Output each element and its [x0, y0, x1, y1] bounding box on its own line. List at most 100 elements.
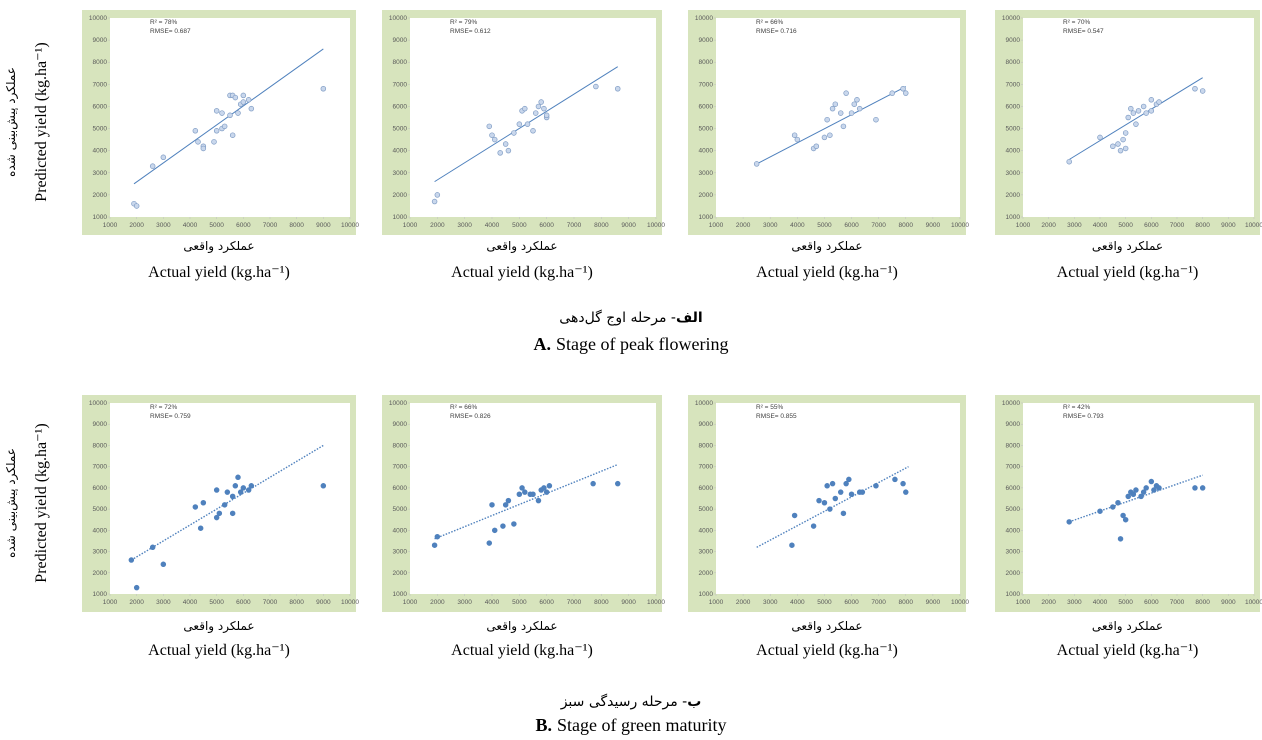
- x-tick-label: 7000: [263, 599, 278, 606]
- data-point: [245, 487, 252, 493]
- data-point: [791, 132, 798, 138]
- x-tick-label: 5000: [817, 222, 832, 229]
- data-point: [854, 97, 860, 103]
- x-axis-label-en: Actual yield (kg.ha⁻¹): [1057, 264, 1199, 281]
- x-tick-label: 3000: [763, 222, 778, 229]
- y-tick-label: 6000: [93, 485, 108, 492]
- chart: 1000 2000 3000 4000 5000 6000 7000 8000 9000 1000…: [995, 10, 1262, 281]
- x-tick-label: 8000: [1195, 222, 1210, 229]
- x-tick-label: 4000: [1093, 222, 1108, 229]
- annotation: RMSE= 0.826: [450, 413, 491, 420]
- caption-en: B. Stage of green maturity: [536, 715, 727, 735]
- data-point: [824, 116, 830, 123]
- data-point: [519, 485, 525, 491]
- x-tick-label: 8000: [594, 222, 609, 229]
- trendline: [1068, 77, 1203, 160]
- y-tick-label: 8000: [393, 59, 408, 66]
- y-tick-label: 5000: [699, 126, 714, 133]
- data-point: [200, 499, 207, 506]
- data-point: [197, 525, 204, 531]
- x-axis-label-fa: عملکرد واقعی: [486, 619, 557, 634]
- x-axis-label-fa: عملکرد واقعی: [183, 239, 254, 254]
- data-point: [229, 510, 236, 517]
- y-tick-label: 3000: [1006, 170, 1021, 177]
- y-tick-label: 5000: [393, 126, 408, 133]
- chart: 1000 2000 3000 4000 5000 6000 7000 8000 9000 1000…: [82, 395, 359, 659]
- y-axis-label-fa: عملکرد پیش‌بینی شده: [4, 67, 19, 177]
- caption-en-bold: B.: [536, 715, 553, 735]
- data-point: [1199, 88, 1206, 94]
- y-tick-label: 4000: [699, 148, 714, 155]
- x-tick-label: 1000: [103, 222, 118, 229]
- data-point: [237, 489, 244, 495]
- data-point: [789, 542, 795, 548]
- y-tick-label: 3000: [93, 549, 108, 556]
- plot-area: [1023, 403, 1254, 594]
- data-point: [486, 123, 493, 130]
- x-tick-label: 10000: [1245, 222, 1262, 229]
- annotation: R² = 70%: [1063, 19, 1090, 26]
- data-point: [1110, 143, 1116, 149]
- data-point: [1133, 121, 1139, 127]
- data-point: [221, 502, 228, 508]
- caption-en-bold: A.: [534, 334, 552, 354]
- data-point: [149, 163, 156, 169]
- annotation: RMSE= 0.687: [150, 28, 191, 35]
- data-point: [522, 105, 528, 112]
- data-point: [614, 86, 621, 92]
- caption-fa-bold: الف: [676, 310, 703, 326]
- data-point: [1066, 519, 1072, 525]
- x-tick-label: 5000: [209, 599, 224, 606]
- data-point: [1143, 485, 1149, 491]
- y-tick-label: 4000: [1006, 527, 1021, 534]
- data-point: [1117, 536, 1124, 542]
- chart: 1000 2000 3000 4000 5000 6000 7000 8000 9000 1000…: [82, 10, 359, 281]
- annotation: R² = 78%: [150, 19, 177, 26]
- x-axis-label-fa: عملکرد واقعی: [1092, 239, 1163, 254]
- x-tick-label: 5000: [1118, 222, 1133, 229]
- y-tick-label: 8000: [699, 442, 714, 449]
- x-tick-label: 2000: [1041, 599, 1056, 606]
- data-point: [538, 99, 544, 105]
- y-tick-label: 4000: [393, 148, 408, 155]
- x-tick-label: 9000: [1221, 222, 1236, 229]
- chart: 1000 2000 3000 4000 5000 6000 7000 8000 9000 1000…: [995, 395, 1262, 659]
- data-point: [511, 130, 517, 136]
- x-tick-label: 5000: [1118, 599, 1133, 606]
- x-tick-label: 10000: [951, 599, 969, 606]
- x-axis-label-fa: عملکرد واقعی: [486, 239, 557, 254]
- data-point: [133, 584, 140, 591]
- y-tick-label: 2000: [1006, 192, 1021, 199]
- data-point: [213, 128, 220, 134]
- y-tick-label: 10000: [89, 400, 107, 407]
- data-point: [543, 112, 550, 119]
- chart: 1000 2000 3000 4000 5000 6000 7000 8000 9000 1000…: [688, 10, 969, 281]
- data-point: [1143, 110, 1149, 116]
- y-tick-label: 9000: [393, 37, 408, 44]
- x-tick-label: 1000: [709, 222, 724, 229]
- y-tick-label: 6000: [1006, 485, 1021, 492]
- data-point: [240, 99, 247, 105]
- x-tick-label: 9000: [926, 599, 941, 606]
- data-point: [1115, 499, 1121, 506]
- y-tick-label: 9000: [93, 37, 108, 44]
- trendline: [1068, 474, 1203, 523]
- y-tick-label: 8000: [699, 59, 714, 66]
- x-axis-label-en: Actual yield (kg.ha⁻¹): [148, 264, 290, 281]
- x-axis-label-en: Actual yield (kg.ha⁻¹): [148, 642, 290, 659]
- y-tick-label: 6000: [393, 485, 408, 492]
- y-tick-label: 5000: [1006, 506, 1021, 513]
- x-tick-label: 8000: [899, 222, 914, 229]
- data-point: [829, 480, 836, 487]
- x-tick-label: 1000: [1016, 222, 1031, 229]
- data-point: [502, 502, 509, 508]
- caption-fa-bold: ب: [687, 694, 701, 710]
- annotation: RMSE= 0.793: [1063, 413, 1104, 420]
- x-tick-label: 10000: [951, 222, 969, 229]
- data-point: [1140, 489, 1147, 495]
- x-tick-label: 10000: [647, 222, 665, 229]
- y-tick-label: 10000: [1002, 400, 1020, 407]
- data-point: [229, 132, 236, 138]
- x-tick-label: 9000: [621, 599, 636, 606]
